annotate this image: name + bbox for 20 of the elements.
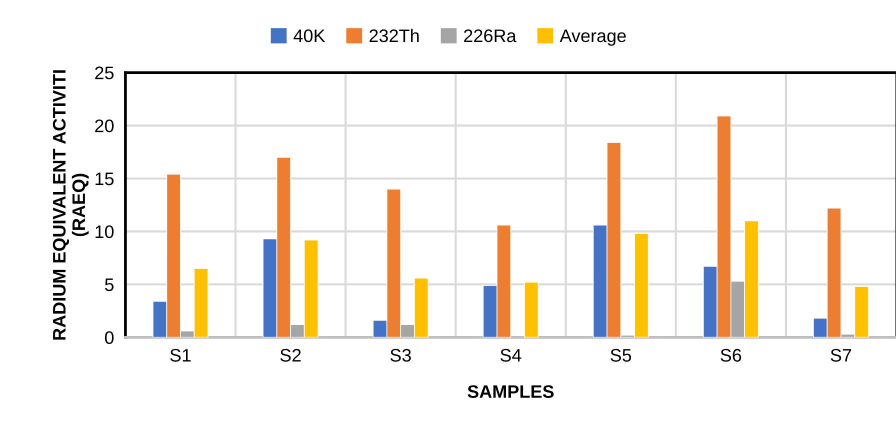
legend-label: 226Ra — [464, 29, 516, 42]
y-axis-title: RADIUM EQUIVALENT ACTIVITI (RAEQ) — [52, 70, 89, 340]
x-tick-label: S7 — [830, 348, 852, 362]
bar — [524, 282, 539, 338]
y-tick-label: 5 — [105, 278, 114, 292]
legend-label: Average — [560, 30, 626, 46]
legend-label: 40K — [294, 29, 326, 42]
x-tick-label: S3 — [390, 348, 411, 362]
y-tick-label: 20 — [95, 119, 114, 132]
x-tick-label: S6 — [720, 348, 742, 362]
y-tick-label: 0 — [104, 331, 114, 344]
y-tick-label: 15 — [96, 172, 114, 186]
y-tick-label: 10 — [96, 225, 114, 238]
legend-label: 232Th — [370, 28, 419, 42]
x-tick-label: S5 — [610, 348, 632, 362]
x-tick-label: S4 — [500, 348, 522, 362]
x-tick-label: S2 — [280, 348, 301, 362]
y-tick-label: 25 — [95, 66, 114, 80]
x-tick-label: S1 — [170, 348, 191, 362]
x-axis-title: SAMPLES — [468, 385, 554, 398]
